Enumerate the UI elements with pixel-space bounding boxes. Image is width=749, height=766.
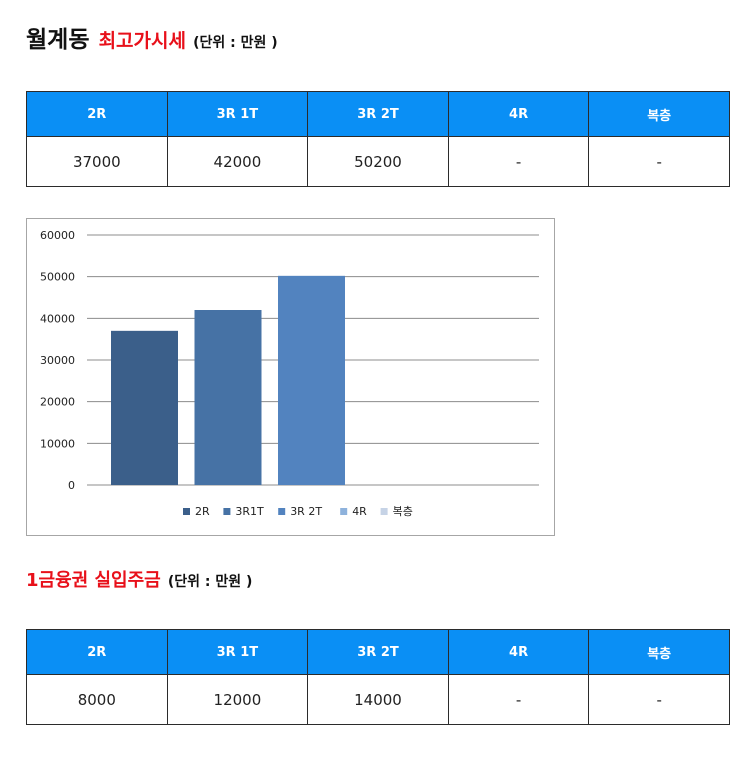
move-in-cost-table: 2R 3R 1T 3R 2T 4R 복층 8000 12000 14000 - … <box>26 629 730 725</box>
y-tick-label: 30000 <box>40 354 75 367</box>
table-header-row: 2R 3R 1T 3R 2T 4R 복층 <box>26 629 730 675</box>
section1-heading: 월계동 최고가시세 (단위 : 만원 ) <box>26 20 278 54</box>
header-cell: 3R 2T <box>307 629 449 675</box>
value-cell: 14000 <box>307 674 449 725</box>
legend-label: 3R1T <box>235 505 264 518</box>
y-tick-label: 60000 <box>40 229 75 242</box>
legend-swatch <box>278 508 286 515</box>
value-cell: 42000 <box>166 136 309 187</box>
section2-heading: 1금융권 실입주금 (단위 : 만원 ) <box>26 566 252 592</box>
price-bar-chart: 0 10000 20000 30000 40000 50000 60000 2R 3R1T 3R … <box>26 218 555 536</box>
legend-swatch <box>380 508 388 515</box>
header-cell: 4R <box>447 629 590 675</box>
header-cell: 3R 1T <box>166 91 309 137</box>
header-cell: 3R 1T <box>166 629 309 675</box>
legend-label: 2R <box>195 505 210 518</box>
header-cell: 2R <box>26 91 168 137</box>
legend-label: 3R 2T <box>290 505 322 518</box>
header-cell: 4R <box>447 91 590 137</box>
table-row: 8000 12000 14000 - - <box>26 674 730 725</box>
y-tick-label: 50000 <box>40 271 75 284</box>
legend-swatch <box>223 508 231 515</box>
legend-label: 복층 <box>393 505 413 518</box>
header-cell: 2R <box>26 629 168 675</box>
table-row: 37000 42000 50200 - - <box>26 136 730 187</box>
value-cell: 37000 <box>26 136 168 187</box>
header-cell: 복층 <box>588 629 730 675</box>
legend-label: 4R <box>352 505 367 518</box>
value-cell: - <box>588 136 730 187</box>
bar <box>111 330 178 485</box>
chart-svg: 0 10000 20000 30000 40000 50000 60000 2R 3R1T 3R … <box>40 229 539 518</box>
section2-title: 1금융권 실입주금 <box>26 570 161 591</box>
y-tick-label: 0 <box>68 479 75 492</box>
y-tick-label: 10000 <box>40 437 75 450</box>
section1-title: 최고가시세 <box>98 30 186 52</box>
value-cell: 8000 <box>26 674 168 725</box>
header-cell: 복층 <box>588 91 730 137</box>
table-header-row: 2R 3R 1T 3R 2T 4R 복층 <box>26 91 730 137</box>
header-cell: 3R 2T <box>307 91 449 137</box>
bar <box>194 310 262 485</box>
value-cell: 50200 <box>307 136 449 187</box>
value-cell: - <box>588 674 730 725</box>
value-cell: - <box>447 674 590 725</box>
max-price-table: 2R 3R 1T 3R 2T 4R 복층 37000 42000 50200 -… <box>26 91 730 187</box>
legend-swatch <box>340 508 348 515</box>
value-cell: 12000 <box>166 674 309 725</box>
value-cell: - <box>447 136 590 187</box>
section2-unit: (단위 : 만원 ) <box>167 574 253 590</box>
bar <box>278 275 345 485</box>
section1-unit: (단위 : 만원 ) <box>193 35 278 51</box>
legend-swatch <box>183 508 190 515</box>
y-tick-label: 40000 <box>40 312 75 325</box>
y-tick-label: 20000 <box>40 396 75 409</box>
area-name: 월계동 <box>26 27 90 53</box>
